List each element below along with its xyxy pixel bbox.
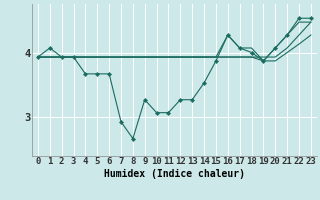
X-axis label: Humidex (Indice chaleur): Humidex (Indice chaleur) bbox=[104, 169, 245, 179]
